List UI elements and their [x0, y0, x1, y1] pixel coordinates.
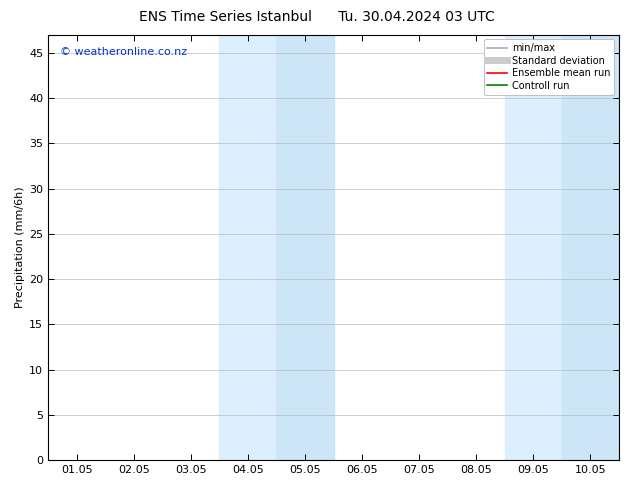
Text: ENS Time Series Istanbul      Tu. 30.04.2024 03 UTC: ENS Time Series Istanbul Tu. 30.04.2024 … — [139, 10, 495, 24]
Bar — [219, 35, 276, 460]
Bar — [505, 35, 562, 460]
Text: © weatheronline.co.nz: © weatheronline.co.nz — [60, 48, 186, 57]
Y-axis label: Precipitation (mm/6h): Precipitation (mm/6h) — [15, 187, 25, 308]
Legend: min/max, Standard deviation, Ensemble mean run, Controll run: min/max, Standard deviation, Ensemble me… — [484, 40, 614, 95]
Bar — [276, 35, 333, 460]
Bar — [562, 35, 619, 460]
